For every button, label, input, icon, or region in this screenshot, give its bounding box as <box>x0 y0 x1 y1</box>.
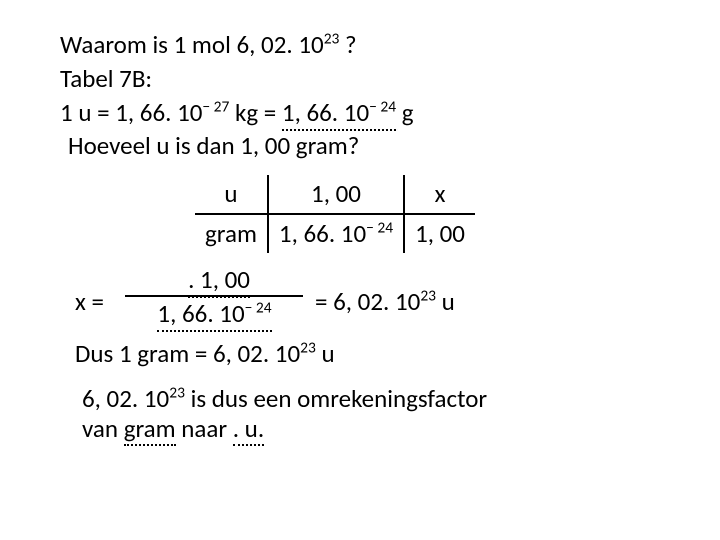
line-3: 1 u = 1, 66. 10− 27 kg = 1, 66. 10− 24 g <box>60 96 660 130</box>
num-dotted: . 1, 00 <box>188 263 250 297</box>
rhs-exp: 23 <box>420 286 436 305</box>
result-2: 6, 02. 1023 is dus een omrekeningsfactor… <box>82 384 660 444</box>
t-r2c2-exp: − 24 <box>366 218 393 237</box>
fraction-numerator: . 1, 00 <box>149 263 289 297</box>
res2-b: is dus een omrekeningsfactor <box>185 383 487 414</box>
res2-exp: 23 <box>169 384 185 403</box>
line-4: Hoeveel u is dan 1, 00 gram? <box>68 129 660 163</box>
t-r2c2-a: 1, 66. 10 <box>279 218 366 249</box>
res2-a: 6, 02. 10 <box>82 383 169 414</box>
t-r1c2: 1, 00 <box>268 175 404 214</box>
l3-a: 1 u = 1, 66. 10 <box>60 97 202 128</box>
den-a: 1, 66. 10 <box>157 298 244 329</box>
l4: Hoeveel u is dan 1, 00 gram? <box>68 130 359 161</box>
l3-exp1: − 27 <box>202 97 229 116</box>
t-r1c3: x <box>404 175 475 214</box>
res1-a: Dus 1 gram = 6, 02. 10 <box>75 338 300 369</box>
l3-c: g <box>396 97 413 128</box>
t-r1c1: u <box>195 175 268 214</box>
l1-a: Waarom is 1 mol 6, 02. 10 <box>60 29 324 60</box>
l3-dot-text: 1, 66. 10 <box>282 97 369 128</box>
equation-row: x = . 1, 00 1, 66. 10− 24 = 6, 02. 1023 … <box>75 263 660 327</box>
ratio-table: u 1, 00 x gram 1, 66. 10− 24 1, 00 <box>195 175 515 253</box>
line-2: Tabel 7B: <box>60 62 660 96</box>
result-2-line2: van gram naar . u. <box>82 414 660 444</box>
den-dotted: 1, 66. 10− 24 <box>157 297 271 331</box>
rhs-b: u <box>436 286 455 317</box>
rhs-a: = 6, 02. 10 <box>315 286 420 317</box>
ratio-table-grid: u 1, 00 x gram 1, 66. 10− 24 1, 00 <box>195 175 475 253</box>
x-equals: x = <box>75 285 104 319</box>
l3-b: kg = <box>229 97 282 128</box>
res1-b: u <box>316 338 335 369</box>
res2-f: . u. <box>233 414 264 444</box>
t-r2c1: gram <box>195 214 268 253</box>
t-r2c3: 1, 00 <box>404 214 475 253</box>
equation-rhs: = 6, 02. 1023 u <box>315 285 455 319</box>
res2-e: naar <box>176 413 233 444</box>
l3-dot-exp: − 24 <box>369 97 396 116</box>
result-1: Dus 1 gram = 6, 02. 1023 u <box>75 337 660 371</box>
res2-d: gram <box>124 414 176 444</box>
t-r2c2: 1, 66. 10− 24 <box>268 214 404 253</box>
l2: Tabel 7B: <box>60 63 152 94</box>
line-1: Waarom is 1 mol 6, 02. 1023 ? <box>60 28 660 62</box>
l1-b: ? <box>339 29 356 60</box>
l1-exp: 23 <box>324 30 340 49</box>
res2-c: van <box>82 413 124 444</box>
result-2-line1: 6, 02. 1023 is dus een omrekeningsfactor <box>82 384 660 414</box>
res1-exp: 23 <box>300 338 316 357</box>
fraction-denominator: 1, 66. 10− 24 <box>127 297 302 331</box>
den-exp: − 24 <box>245 298 272 317</box>
l3-dotted: 1, 66. 10− 24 <box>282 96 396 130</box>
slide-content: Waarom is 1 mol 6, 02. 1023 ? Tabel 7B: … <box>60 28 660 444</box>
